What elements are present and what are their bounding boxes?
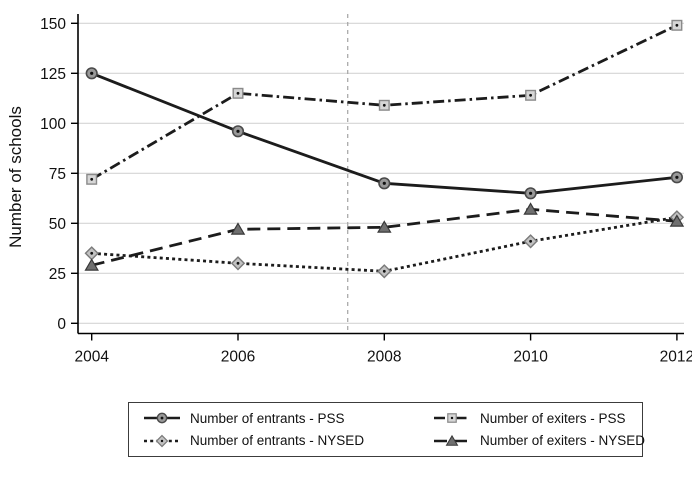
y-axis-title: Number of schools <box>6 106 25 248</box>
svg-text:50: 50 <box>49 216 67 233</box>
svg-text:2010: 2010 <box>513 349 548 366</box>
svg-text:75: 75 <box>49 166 66 183</box>
legend-entry-exiters-nysed: Number of exiters - NYSED <box>419 433 645 448</box>
legend-entry-entrants-nysed: Number of entrants - NYSED <box>129 433 419 448</box>
svg-text:125: 125 <box>40 66 66 83</box>
svg-text:25: 25 <box>49 266 66 283</box>
svg-text:2012: 2012 <box>660 349 692 366</box>
exiters-nysed-swatch-icon <box>433 434 471 448</box>
svg-text:2006: 2006 <box>221 349 255 366</box>
svg-text:0: 0 <box>57 316 66 333</box>
legend-label: Number of entrants - NYSED <box>190 433 365 449</box>
exiters-pss-swatch-icon <box>433 411 471 425</box>
legend-entry-entrants-pss: Number of entrants - PSS <box>129 411 419 426</box>
svg-text:150: 150 <box>40 16 66 33</box>
svg-text:100: 100 <box>40 116 66 133</box>
legend-label: Number of entrants - PSS <box>190 410 345 426</box>
svg-text:2004: 2004 <box>74 349 109 366</box>
entrants-pss-swatch-icon <box>143 411 181 425</box>
legend-label: Number of exiters - PSS <box>480 410 626 426</box>
entrants-nysed-swatch-icon <box>143 434 181 448</box>
svg-text:2008: 2008 <box>367 349 401 366</box>
legend-entry-exiters-pss: Number of exiters - PSS <box>419 411 645 426</box>
legend: Number of entrants - PSS Number of entra… <box>128 402 645 457</box>
legend-label: Number of exiters - NYSED <box>480 433 646 449</box>
chart-canvas: 0 25 50 75 100 125 150 2004 2006 2008 2010 2012 <box>40 14 692 366</box>
